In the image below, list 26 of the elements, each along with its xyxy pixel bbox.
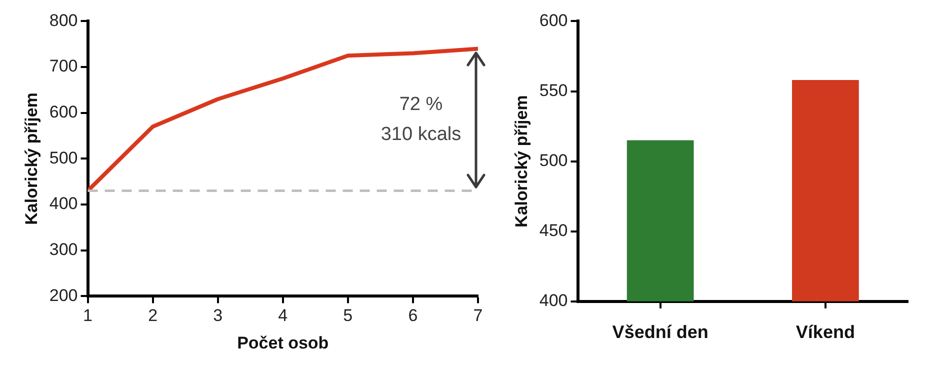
y-tick-label: 300: [49, 240, 78, 260]
x-tick-label: Víkend: [796, 322, 855, 342]
y-axis-title: Kalorický příjem: [22, 92, 41, 225]
y-tick-label: 400: [49, 194, 78, 214]
x-tick-label: Všední den: [612, 322, 708, 342]
y-tick-label: 450: [539, 221, 568, 240]
y-tick-label: 700: [49, 56, 78, 76]
x-tick-label: 7: [473, 306, 483, 326]
y-tick-label: 400: [539, 291, 568, 310]
y-tick-label: 500: [49, 148, 78, 168]
x-tick-label: 1: [83, 306, 92, 326]
x-tick-label: 4: [278, 306, 288, 326]
y-tick-label: 600: [49, 102, 78, 122]
annotation: 310 kcals: [380, 124, 462, 145]
y-tick-label: 500: [539, 150, 568, 170]
x-tick-label: 6: [408, 306, 418, 326]
x-tick-label: 2: [148, 306, 158, 326]
x-tick-label: 3: [213, 306, 223, 326]
x-tick-label: 5: [343, 306, 353, 326]
x-axis-title: Počet osob: [237, 333, 329, 352]
y-tick-label: 200: [49, 286, 78, 305]
y-tick-label: 800: [49, 10, 78, 30]
annotation: 72 %: [399, 94, 443, 115]
y-tick-label: 600: [539, 10, 568, 30]
y-tick-label: 550: [539, 80, 568, 100]
y-axis-title: Kalorický příjem: [512, 95, 531, 228]
